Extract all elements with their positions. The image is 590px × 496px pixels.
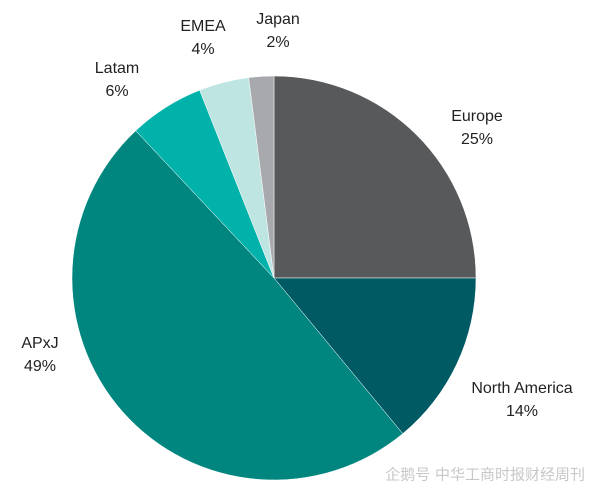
slice-label: APxJ	[21, 335, 58, 352]
watermark: 企鹅号 中华工商时报财经周刊	[385, 466, 585, 484]
slice-value-label: 6%	[105, 83, 128, 100]
slice-label: Europe	[451, 108, 503, 125]
slice-value-label: 2%	[266, 34, 289, 51]
slice-label: EMEA	[180, 18, 226, 35]
pie-slice	[248, 75, 275, 279]
slice-label: Latam	[95, 60, 139, 77]
slice-value-label: 25%	[461, 131, 493, 148]
slice-value-label: 14%	[506, 403, 538, 420]
pie-slice	[71, 130, 404, 481]
slice-value-label: 49%	[24, 358, 56, 375]
slice-label: North America	[471, 380, 572, 397]
pie-slice	[273, 277, 477, 434]
slice-label: Japan	[256, 11, 300, 28]
pie-slice	[273, 75, 477, 279]
slice-value-label: 4%	[191, 41, 214, 58]
